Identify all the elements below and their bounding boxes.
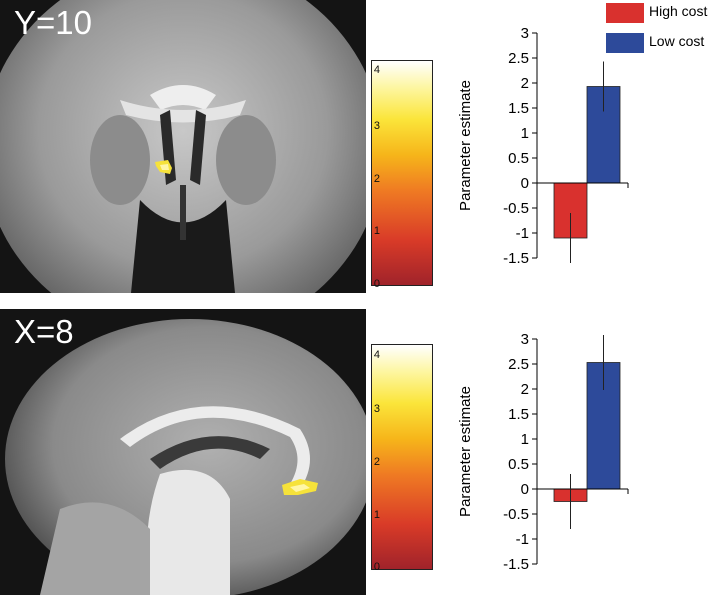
colorbar-top <box>371 60 433 286</box>
y-tick-label: 2 <box>521 75 529 92</box>
y-axis-label: Parameter estimate <box>457 386 474 517</box>
y-tick-label: -0.5 <box>503 200 529 217</box>
colorbar-tick: 0 <box>373 561 380 573</box>
slice-label-y: Y=10 <box>14 4 92 41</box>
y-tick-label: -0.5 <box>503 506 529 523</box>
y-tick-label: 0 <box>521 175 529 192</box>
y-tick-label: -1.5 <box>503 250 529 267</box>
colorbar-tick: 0 <box>373 278 380 290</box>
y-tick-label: 1 <box>521 431 529 448</box>
colorbar-tick: 4 <box>373 349 380 361</box>
legend-label-high-cost: High cost <box>649 3 708 19</box>
y-tick-label: 0.5 <box>508 150 529 167</box>
y-tick-label: -1.5 <box>503 556 529 573</box>
colorbar-bottom <box>371 344 433 570</box>
colorbar-tick: 3 <box>373 120 380 132</box>
bar-chart-top: Parameter estimate 3 2.5 2 1.5 1 0.5 0 -0.5 -1 -1.… <box>450 25 660 280</box>
y-axis-label: Parameter estimate <box>457 80 474 211</box>
brain-image-coronal: Y=10 <box>0 0 366 293</box>
y-tick-label: 1.5 <box>508 100 529 117</box>
y-tick-label: 2 <box>521 381 529 398</box>
legend-swatch-high-cost <box>606 3 644 23</box>
y-tick-label: -1 <box>516 531 529 548</box>
colorbar-tick: 2 <box>373 173 380 185</box>
bar-chart-bottom: Parameter estimate 3 2.5 2 1.5 1 0.5 0 -0.5 -1 -1.… <box>450 331 660 586</box>
colorbar-tick: 1 <box>373 509 380 521</box>
bar-chart-top-svg: Parameter estimate 3 2.5 2 1.5 1 0.5 0 -0.5 -1 -1.… <box>457 25 629 267</box>
colorbar-tick: 3 <box>373 403 380 415</box>
legend: High cost Low cost <box>603 0 709 56</box>
y-tick-label: 2.5 <box>508 356 529 373</box>
y-tick-label: 3 <box>521 331 529 348</box>
y-tick-label: 1.5 <box>508 406 529 423</box>
y-tick-label: -1 <box>516 225 529 242</box>
y-tick-label: 0.5 <box>508 456 529 473</box>
y-tick-label: 2.5 <box>508 50 529 67</box>
brain-image-sagittal: X=8 <box>0 309 366 595</box>
colorbar-tick: 1 <box>373 225 380 237</box>
bar-chart-bottom-svg: Parameter estimate 3 2.5 2 1.5 1 0.5 0 -0.5 -1 -1.… <box>457 331 629 573</box>
y-tick-label: 3 <box>521 25 529 42</box>
colorbar-tick: 4 <box>373 64 380 76</box>
y-tick-label: 1 <box>521 125 529 142</box>
slice-label-x: X=8 <box>14 313 74 350</box>
legend-label-low-cost: Low cost <box>649 33 705 49</box>
colorbar-tick: 2 <box>373 456 380 468</box>
y-tick-label: 0 <box>521 481 529 498</box>
legend-swatch-low-cost <box>606 33 644 53</box>
